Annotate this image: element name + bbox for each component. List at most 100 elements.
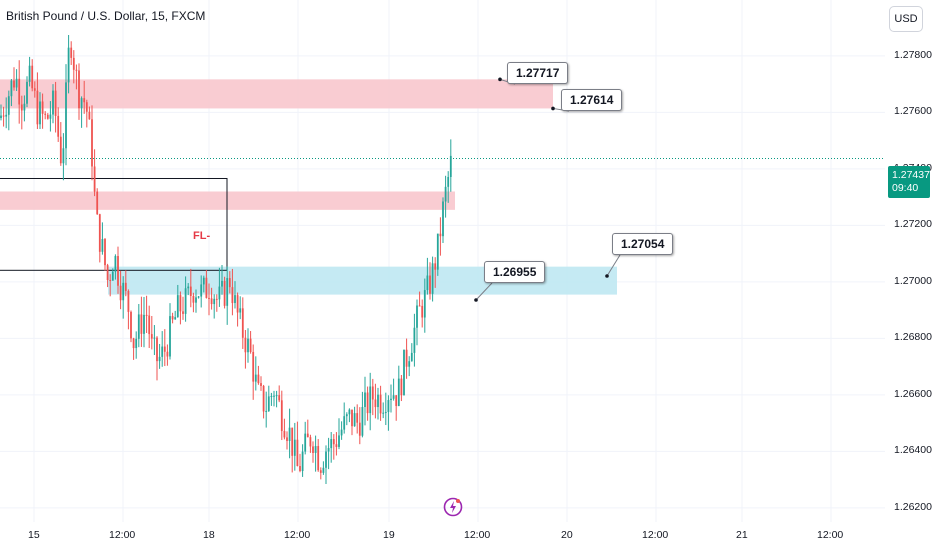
x-tick-label: 15 [28, 529, 40, 541]
candle-body [353, 413, 356, 427]
candle-body [434, 263, 437, 270]
candle-body [426, 275, 429, 291]
candle-body [252, 351, 255, 382]
candle-body [449, 155, 452, 177]
candle-body [293, 439, 296, 456]
candle-body [278, 395, 281, 401]
candle-body [135, 338, 138, 349]
candle-body [348, 409, 351, 415]
candle-body [2, 115, 5, 117]
candle-body [254, 374, 257, 382]
lightning-icon[interactable] [443, 497, 463, 517]
candle-body [410, 352, 413, 362]
candle-body [80, 98, 83, 109]
candle-body [358, 422, 361, 436]
candle-body [62, 148, 65, 164]
candle-body [171, 316, 174, 320]
fl-label: FL- [193, 230, 211, 242]
candle-body [153, 337, 156, 339]
candle-body [93, 166, 96, 192]
candle-body [234, 295, 236, 304]
candle-body [270, 396, 273, 398]
callout-anchor [498, 77, 502, 82]
candle-body [202, 277, 205, 285]
candle-body [96, 191, 99, 215]
price-callout[interactable]: 1.27717 [507, 62, 569, 84]
candle-body [273, 395, 275, 397]
candle-body [85, 102, 88, 112]
x-tick-label: 19 [383, 529, 395, 541]
candle-body [57, 115, 60, 137]
candle-body [0, 115, 2, 119]
x-tick-label: 12:00 [817, 529, 844, 541]
candle-body [299, 466, 301, 472]
candle-body [88, 111, 91, 120]
candle-body [325, 451, 327, 468]
candle-body [192, 295, 195, 303]
candle-body [260, 383, 262, 386]
callout-leader [606, 254, 621, 277]
candle-body [231, 287, 234, 304]
price-callout[interactable]: 1.27614 [561, 89, 623, 111]
candle-body [205, 277, 208, 298]
candle-body [387, 400, 390, 412]
candle-body [67, 47, 70, 83]
candle-body [150, 334, 153, 339]
candle-body [431, 263, 434, 294]
candle-body [296, 439, 299, 467]
candle-body [291, 427, 294, 456]
candle-body [166, 351, 169, 357]
candle-body [52, 90, 54, 115]
candle-body [351, 409, 353, 427]
candle-body [447, 176, 450, 187]
candle-body [439, 233, 442, 237]
candle-body [98, 214, 101, 252]
candle-body [330, 439, 333, 449]
candle-body [405, 349, 408, 367]
candle-body [114, 256, 117, 272]
candle-body [26, 81, 28, 104]
candle-body [127, 290, 130, 312]
candle-body [244, 337, 247, 353]
candle-body [117, 256, 119, 286]
candle-body [332, 439, 335, 445]
currency-button[interactable]: USD [889, 6, 923, 32]
candle-body [122, 282, 125, 301]
candle-body [379, 394, 382, 414]
candle-body [197, 296, 200, 298]
candle-body [130, 311, 132, 339]
current-price-badge: 1.27437 09:40 [888, 166, 930, 198]
candle-body [267, 396, 270, 411]
current-price-value: 1.27437 [892, 169, 930, 181]
candle-body [184, 288, 187, 314]
candle-body [309, 437, 312, 447]
candle-body [423, 290, 426, 318]
candle-body [83, 98, 86, 103]
candle-body [213, 298, 216, 305]
candle-body [182, 311, 184, 314]
candle-body [442, 201, 444, 237]
candle-body [72, 57, 75, 70]
candle-body [148, 315, 151, 335]
candle-body [239, 308, 242, 313]
candle-body [390, 398, 392, 401]
candle-body [119, 285, 122, 301]
price-callout[interactable]: 1.26955 [484, 261, 546, 283]
x-tick-label: 12:00 [109, 529, 136, 541]
candle-body [361, 406, 364, 436]
candle-body [356, 413, 359, 423]
candle-body [314, 446, 317, 453]
candle-body [262, 385, 265, 412]
candle-body [226, 278, 229, 306]
candle-body [109, 280, 112, 282]
candle-body [49, 114, 52, 119]
candle-body [124, 282, 127, 291]
candle-body [247, 338, 249, 353]
candle-body [187, 286, 190, 289]
candle-body [70, 47, 73, 58]
candle-body [429, 275, 431, 294]
price-callout[interactable]: 1.27054 [612, 233, 674, 255]
candle-body [59, 136, 62, 164]
candle-body [195, 297, 197, 303]
